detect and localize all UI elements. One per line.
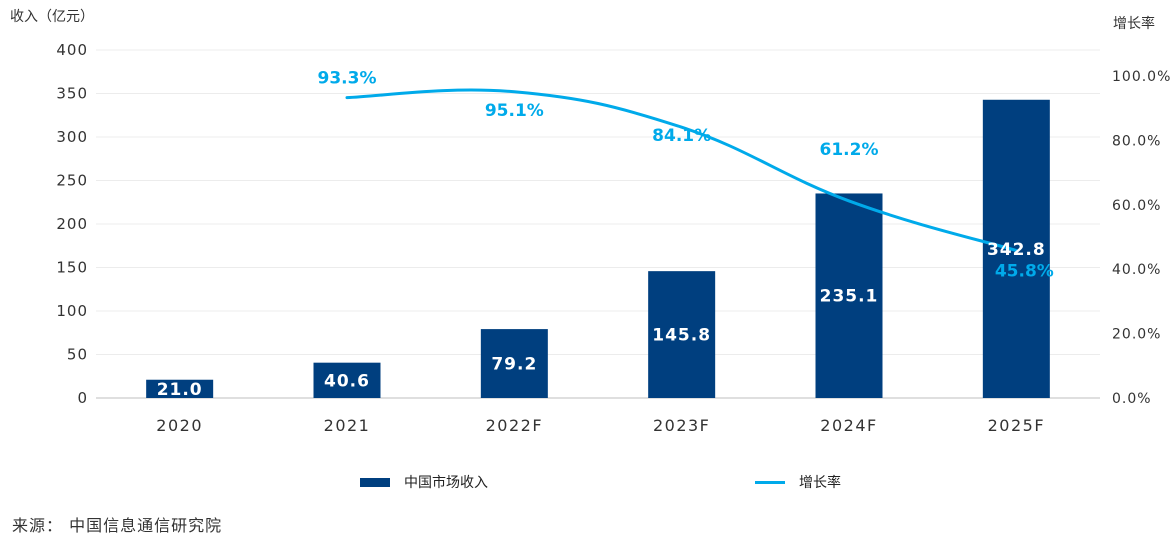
y-tick-label: 50 (67, 346, 88, 364)
y-tick-label: 0 (77, 389, 88, 407)
axis-tick-labels: 0 50 100 150 200 250 300 350 400 0.0% 20.0% 40.0% 60… (56, 41, 1171, 435)
bar-value-label: 235.1 (820, 287, 879, 307)
y2-tick-label: 60.0% (1112, 198, 1161, 214)
right-axis-title: 增长率 (1113, 16, 1155, 32)
legend-bar: 中国市场收入 (360, 472, 488, 492)
y-tick-label: 150 (56, 259, 88, 277)
x-tick-label: 2020 (156, 416, 203, 435)
bar-value-label: 342.8 (987, 240, 1046, 260)
growth-line (345, 88, 1018, 253)
growth-value-label: 93.3% (318, 69, 377, 89)
bar-series (146, 99, 1050, 398)
gridlines (96, 49, 1100, 399)
legend-bar-swatch (360, 477, 390, 487)
legend-line-label: 增长率 (799, 475, 841, 491)
x-tick-label: 2025F (988, 416, 1045, 435)
bar (480, 329, 548, 398)
growth-value-label: 61.2% (820, 140, 879, 160)
growth-value-label: 95.1% (485, 101, 544, 121)
y-tick-label: 350 (56, 85, 88, 103)
chart: 21.0 40.6 79.2 145.8 235.1 342.8 93.3% 95.1% 84.… (56, 41, 1171, 435)
y-tick-label: 100 (56, 302, 88, 320)
legend-bar-label: 中国市场收入 (404, 475, 488, 491)
growth-line-series (345, 88, 1018, 253)
x-tick-label: 2022F (486, 416, 543, 435)
y2-tick-label: 80.0% (1112, 133, 1161, 149)
x-tick-label: 2024F (820, 416, 877, 435)
y-tick-label: 300 (56, 128, 88, 146)
bar (648, 271, 716, 398)
growth-value-label: 84.1% (652, 126, 711, 146)
bar (146, 379, 214, 398)
bar-value-label: 21.0 (157, 380, 203, 400)
data-labels: 21.0 40.6 79.2 145.8 235.1 342.8 93.3% 95.1% 84.… (157, 69, 1054, 400)
y2-tick-label: 0.0% (1112, 391, 1152, 407)
left-axis-title: 收入（亿元） (10, 9, 94, 25)
source-note: 来源： 中国信息通信研究院 (12, 516, 223, 535)
x-tick-label: 2021 (324, 416, 371, 435)
y-tick-label: 400 (56, 41, 88, 59)
bar (982, 99, 1050, 398)
growth-value-label: 45.8% (995, 262, 1054, 282)
legend-line: 增长率 (755, 472, 841, 492)
bar (815, 193, 883, 398)
bar-value-label: 40.6 (324, 371, 370, 391)
bar (313, 362, 381, 398)
bar-value-label: 79.2 (491, 355, 537, 375)
x-tick-label: 2023F (653, 416, 710, 435)
y2-tick-label: 40.0% (1112, 262, 1161, 278)
y-tick-label: 250 (56, 172, 88, 190)
bar-value-label: 145.8 (652, 326, 711, 346)
y2-tick-label: 20.0% (1112, 327, 1161, 343)
y-tick-label: 200 (56, 215, 88, 233)
legend-line-swatch (755, 480, 785, 484)
y2-tick-label: 100.0% (1112, 69, 1171, 85)
